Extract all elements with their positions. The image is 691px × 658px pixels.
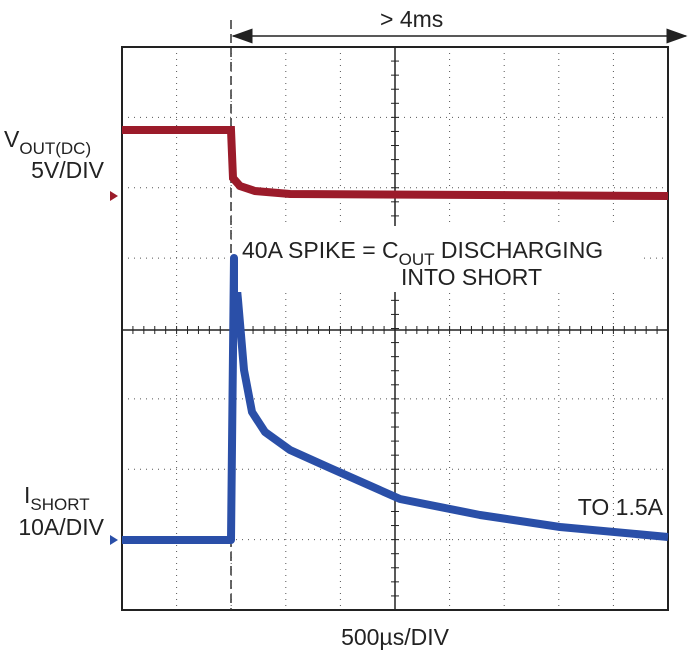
note-text: 40A SPIKE = C — [242, 237, 399, 263]
vout-label: VOUT(DC) — [4, 126, 91, 158]
vout-marker — [110, 191, 118, 201]
spike-note-2: INTO SHORT — [401, 264, 542, 290]
ishort-symbol: I — [24, 482, 30, 508]
vout-subscript: OUT(DC) — [19, 139, 91, 158]
vout-scale: 5V/DIV — [31, 157, 105, 183]
ishort-trace — [122, 254, 669, 544]
ishort-label: ISHORT — [24, 482, 90, 514]
vout-trace — [122, 126, 669, 200]
time-scale: 500µs/DIV — [341, 624, 450, 650]
span-label: > 4ms — [380, 6, 443, 32]
note-backdrop — [238, 226, 644, 292]
ishort-marker — [110, 535, 118, 545]
note-text: DISCHARGING — [435, 237, 604, 263]
vout-symbol: V — [4, 126, 20, 152]
end-note: TO 1.5A — [578, 494, 664, 520]
spike-note: 40A SPIKE = COUT DISCHARGING — [242, 237, 603, 269]
ishort-subscript: SHORT — [30, 495, 89, 514]
ishort-scale: 10A/DIV — [18, 514, 104, 540]
note-subscript: OUT — [399, 250, 435, 269]
